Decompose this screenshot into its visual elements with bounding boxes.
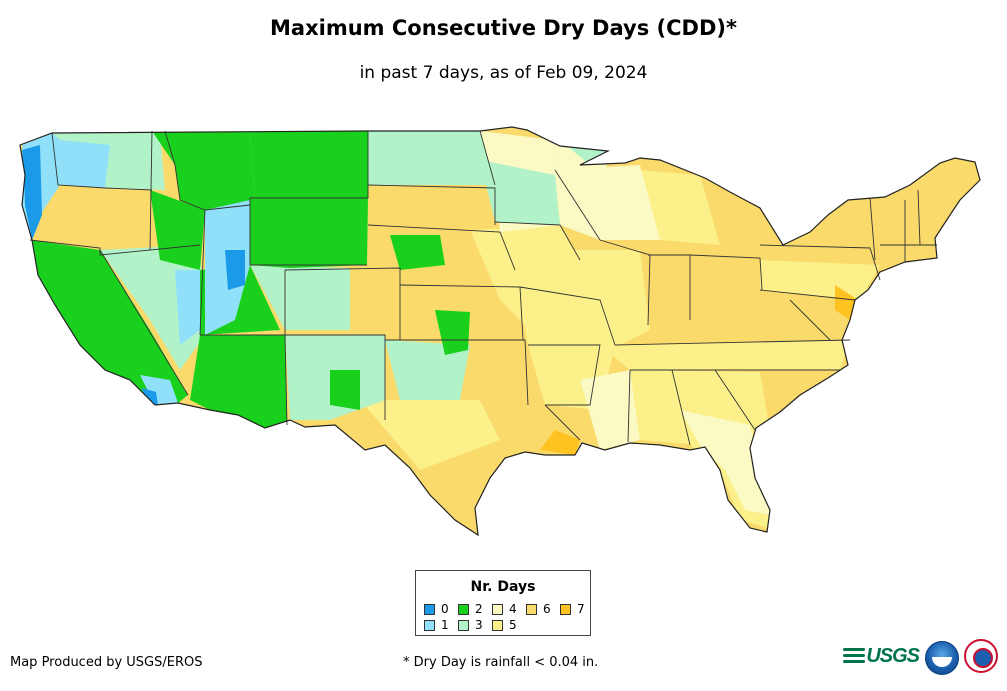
legend-item-6: 6 xyxy=(526,603,551,615)
legend-label: 2 xyxy=(475,602,483,616)
cdd-zone-3-days xyxy=(385,340,470,400)
cdd-zone-0-days xyxy=(22,145,42,240)
cdd-zone-5-days xyxy=(600,340,850,370)
legend-swatch xyxy=(424,619,435,631)
cdd-zone-7-days xyxy=(540,430,580,455)
cdd-zone-5-days xyxy=(570,250,650,345)
legend-label: 0 xyxy=(441,602,449,616)
legend: Nr. Days 0 1 2 3 4 5 6 7 xyxy=(415,570,591,636)
legend-item-4: 4 xyxy=(492,603,517,615)
legend-label: 6 xyxy=(543,602,551,616)
legend-item-0: 0 xyxy=(424,603,449,615)
legend-label: 3 xyxy=(475,618,483,632)
legend-item-5: 5 xyxy=(492,619,517,631)
cdd-zone-2-days xyxy=(250,198,368,268)
cdd-zone-5-days xyxy=(470,225,620,345)
legend-item-7: 7 xyxy=(560,603,585,615)
cdd-zone-4-days xyxy=(560,165,660,240)
cdd-zone-5-days xyxy=(640,170,720,245)
cdd-zone-5-days xyxy=(760,260,880,300)
usgs-logo-text: USGS xyxy=(866,644,920,667)
legend-swatch xyxy=(560,603,571,615)
cdd-zone-2-days xyxy=(152,131,255,210)
legend-swatch xyxy=(526,603,537,615)
legend-label: 1 xyxy=(441,618,449,632)
cdd-zone-1-days xyxy=(140,375,178,405)
legend-item-1: 1 xyxy=(424,619,449,631)
legend-title: Nr. Days xyxy=(470,579,536,595)
legend-swatch xyxy=(458,603,469,615)
cdd-zone-2-days xyxy=(330,370,360,410)
map-credit: Map Produced by USGS/EROS xyxy=(10,655,203,670)
noaa-logo xyxy=(925,641,959,675)
cdd-zone-1-days xyxy=(60,140,110,188)
usgs-logo: USGS xyxy=(843,641,920,671)
legend-swatch xyxy=(492,619,503,631)
legend-label: 4 xyxy=(509,602,517,616)
cdd-zone-2-days xyxy=(435,310,470,355)
legend-label: 5 xyxy=(509,618,517,632)
cdd-zone-3-days xyxy=(480,160,560,225)
cdd-zone-3-days xyxy=(250,265,350,330)
legend-label: 7 xyxy=(577,602,585,616)
legend-swatch xyxy=(424,603,435,615)
map-title: Maximum Consecutive Dry Days (CDD)* xyxy=(270,16,737,40)
cdd-zone-0-days xyxy=(225,250,245,290)
legend-swatch xyxy=(458,619,469,631)
cdd-zone-2-days xyxy=(30,240,188,405)
cdd-zone-2-days xyxy=(390,235,445,270)
cdd-zone-2-days xyxy=(190,335,287,428)
cdd-zone-2-days xyxy=(150,190,205,270)
map-subtitle: in past 7 days, as of Feb 09, 2024 xyxy=(359,63,648,83)
usgs-wave-icon xyxy=(843,645,865,667)
cdd-zone-4-days xyxy=(680,410,770,515)
nws-logo xyxy=(964,639,998,673)
dry-day-footnote: * Dry Day is rainfall < 0.04 in. xyxy=(403,655,599,670)
legend-item-3: 3 xyxy=(458,619,483,631)
cdd-zone-5-days xyxy=(360,400,500,470)
cdd-zone-1-days xyxy=(175,270,200,345)
legend-item-2: 2 xyxy=(458,603,483,615)
cdd-zone-2-days xyxy=(250,131,368,200)
cdd-zone-4-days xyxy=(580,370,640,450)
legend-swatch xyxy=(492,603,503,615)
cdd-zone-3-days xyxy=(365,131,495,185)
